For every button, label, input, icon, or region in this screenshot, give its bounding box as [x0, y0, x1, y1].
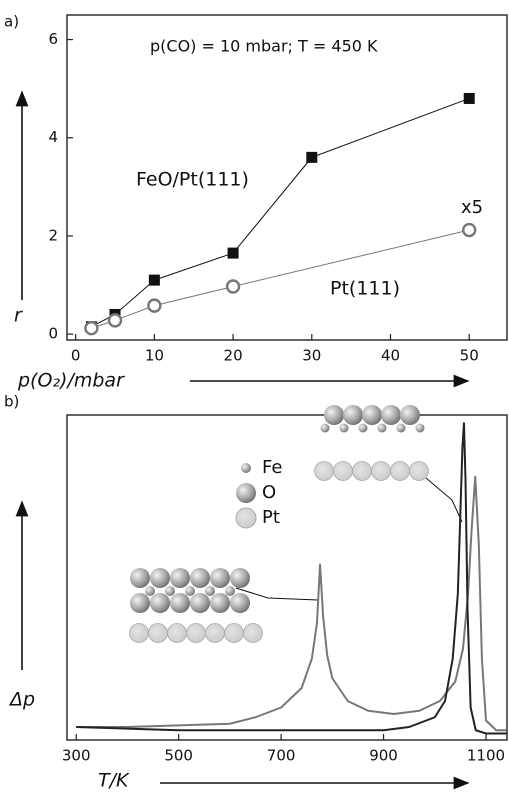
series-line [91, 97, 470, 328]
x-tick-label: 300 [62, 747, 91, 765]
legend-sphere [241, 463, 251, 473]
atom [150, 593, 170, 613]
atom [224, 623, 244, 643]
series-label: FeO/Pt(111) [136, 169, 249, 191]
x-axis-label: T/K [98, 770, 130, 792]
atom [400, 405, 420, 425]
atom [320, 423, 330, 433]
y-tick-label: 4 [48, 128, 58, 146]
atom [362, 405, 382, 425]
marker [306, 151, 318, 163]
marker [147, 298, 162, 313]
panel-label: a) [4, 13, 19, 31]
atom [165, 586, 175, 596]
atom [148, 623, 168, 643]
atom [225, 586, 235, 596]
marker [463, 92, 475, 104]
atom [396, 423, 406, 433]
x-tick-label: 40 [381, 347, 400, 365]
atom [130, 568, 150, 588]
legend-sphere [235, 507, 257, 529]
atom [230, 593, 250, 613]
atom [129, 623, 149, 643]
atom [205, 586, 215, 596]
atom [339, 423, 349, 433]
y-tick-label: 6 [48, 30, 58, 48]
atom [145, 586, 155, 596]
atom [352, 461, 372, 481]
atom [186, 623, 206, 643]
x-tick-label: 1100 [467, 747, 505, 765]
x-tick-label: 50 [460, 347, 479, 365]
atom [210, 593, 230, 613]
atom [243, 623, 263, 643]
atom [170, 568, 190, 588]
x-tick-label: 700 [267, 747, 296, 765]
legend-label: Fe [262, 457, 282, 478]
atom [230, 568, 250, 588]
plot-frame [66, 14, 508, 341]
y-tick-label: 0 [48, 325, 58, 343]
x-tick-label: 30 [302, 347, 321, 365]
scale-label: x5 [461, 197, 483, 218]
y-axis-label: r [14, 305, 23, 327]
marker [148, 274, 160, 286]
atom [190, 568, 210, 588]
marker [225, 279, 241, 294]
atom [205, 623, 225, 643]
atom [314, 461, 334, 481]
series-line [91, 229, 470, 329]
atom [381, 405, 401, 425]
atom [343, 405, 363, 425]
x-tick-label: 20 [224, 347, 243, 365]
panel-label: b) [4, 393, 19, 411]
x-axis-label: p(O₂)/mbar [17, 370, 125, 392]
series-label: Pt(111) [330, 278, 400, 300]
atom [409, 461, 429, 481]
atom [390, 461, 410, 481]
atom [371, 461, 391, 481]
marker [227, 247, 239, 259]
atom [377, 423, 387, 433]
marker [84, 321, 99, 336]
x-tick-label: 900 [369, 747, 398, 765]
annotation: p(CO) = 10 mbar; T = 450 K [150, 37, 378, 56]
spectrum [76, 475, 507, 732]
spectrum [76, 422, 507, 735]
atom [415, 423, 425, 433]
atom [190, 593, 210, 613]
y-axis-label: Δp [8, 689, 35, 711]
atom [185, 586, 195, 596]
marker [107, 313, 123, 328]
y-tick-label: 2 [48, 226, 58, 244]
atom [358, 423, 368, 433]
x-tick-label: 10 [145, 347, 164, 365]
legend-label: O [262, 482, 276, 503]
leader-line [235, 587, 319, 601]
atom [170, 593, 190, 613]
atom [210, 568, 230, 588]
atom [130, 593, 150, 613]
atom [150, 568, 170, 588]
marker [462, 222, 477, 238]
x-tick-label: 0 [71, 347, 81, 365]
atom [167, 623, 187, 643]
x-tick-label: 500 [164, 747, 193, 765]
leader-line [425, 477, 463, 523]
atom [333, 461, 353, 481]
atom [324, 405, 344, 425]
legend-sphere [236, 483, 256, 503]
legend-label: Pt [262, 507, 280, 528]
plot-frame [66, 414, 508, 741]
